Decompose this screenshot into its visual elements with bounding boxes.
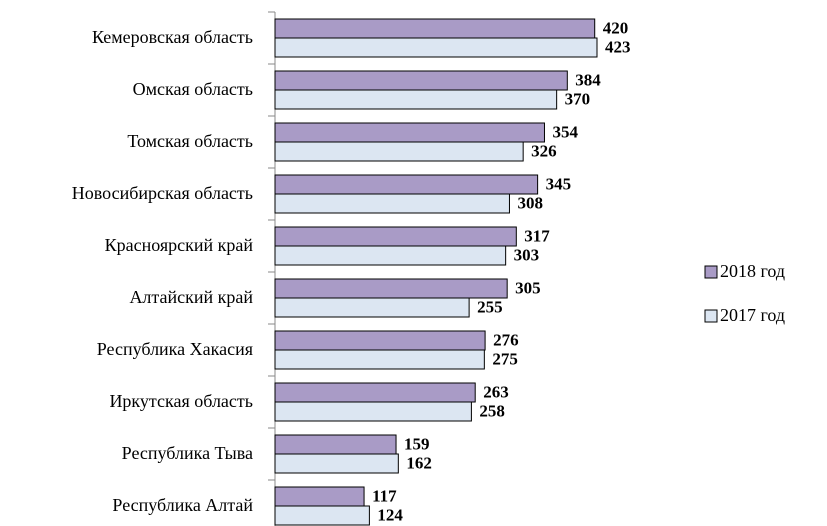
legend-label: 2017 год (720, 305, 785, 325)
bar (274, 278, 508, 299)
value-label: 384 (575, 70, 601, 89)
bar (274, 453, 399, 474)
legend-label: 2018 год (720, 261, 785, 281)
bar (274, 330, 486, 351)
y-tick-label: Новосибирская область (72, 183, 253, 203)
value-label: 345 (546, 174, 572, 193)
bar (274, 37, 598, 58)
y-tick-label: Красноярский край (105, 235, 254, 255)
value-label: 258 (479, 401, 505, 420)
value-label: 308 (517, 193, 543, 212)
bar (274, 141, 524, 162)
bar (274, 89, 558, 110)
value-label: 159 (404, 434, 430, 453)
bar (274, 401, 472, 422)
bar (274, 349, 485, 370)
value-label: 370 (565, 89, 591, 108)
value-label: 420 (603, 18, 629, 37)
value-label: 326 (531, 141, 557, 160)
bar (274, 382, 476, 403)
bar (274, 434, 397, 455)
y-tick-label: Алтайский край (129, 287, 253, 307)
y-tick-label: Республика Алтай (112, 495, 253, 515)
bar (274, 505, 370, 526)
bar (274, 122, 545, 143)
bar (274, 70, 568, 91)
value-label: 263 (483, 382, 509, 401)
value-label: 305 (515, 278, 541, 297)
bar (274, 486, 365, 507)
value-label: 117 (372, 486, 397, 505)
y-tick-label: Республика Тыва (122, 443, 253, 463)
value-label: 317 (524, 226, 550, 245)
y-tick-label: Омская область (133, 79, 253, 99)
bar (274, 174, 539, 195)
value-label: 275 (492, 349, 518, 368)
bar (274, 193, 510, 214)
bar (274, 226, 517, 247)
bar (274, 18, 596, 39)
value-label: 354 (552, 122, 578, 141)
y-tick-label: Томская область (127, 131, 253, 151)
legend-swatch (704, 309, 718, 323)
value-label: 303 (514, 245, 540, 264)
y-tick-label: Республика Хакасия (97, 339, 253, 359)
bar (274, 297, 470, 318)
value-label: 255 (477, 297, 503, 316)
value-label: 276 (493, 330, 519, 349)
bar (274, 245, 507, 266)
value-label: 423 (605, 37, 631, 56)
value-label: 124 (377, 505, 403, 524)
y-tick-label: Кемеровская область (92, 27, 253, 47)
y-tick-label: Иркутская область (109, 391, 253, 411)
legend-swatch (704, 265, 718, 279)
value-label: 162 (406, 453, 432, 472)
